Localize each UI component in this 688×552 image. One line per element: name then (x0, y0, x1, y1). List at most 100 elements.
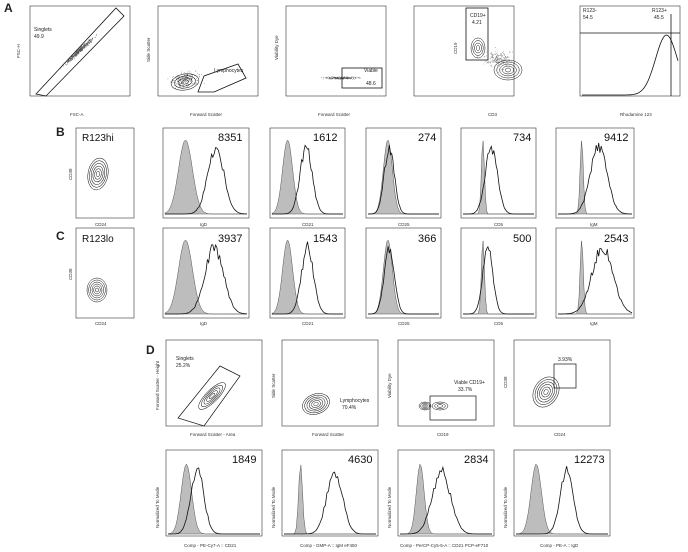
gate-label: Viable (364, 68, 378, 74)
d-hist-4-sample (516, 466, 608, 535)
d-singlets-contour (201, 385, 223, 407)
gate-value: 3.93% (558, 357, 573, 363)
d-cd38-contour (537, 381, 555, 403)
mfi-value: 8351 (218, 132, 242, 144)
d-hist-3: 2834 Comp - PerCP-Cy5-5-A :: CD21 PCP-eF… (387, 449, 495, 548)
mfi-value: 1543 (313, 233, 337, 245)
x-axis-label: Forward Scatter (318, 112, 351, 117)
y-axis-label: FSC-H (16, 44, 21, 58)
a-cd3-contour (504, 67, 512, 73)
c-hist-igd-control (164, 239, 247, 315)
c-contour-rings (88, 279, 106, 301)
c-hist-igm-control (558, 240, 632, 315)
d-viable-contour-a (418, 401, 432, 411)
d-lymph-contour (302, 393, 330, 415)
a-plot-viable: Viable 48.6 Forward Scatter Viability Dy… (274, 5, 387, 117)
plot-frame (555, 227, 635, 319)
a-cd19-contour (470, 37, 486, 59)
d-cd38-contour (534, 379, 558, 405)
c-contour-rings (95, 287, 99, 293)
mfi-value: 12273 (574, 454, 605, 466)
x-axis-label: IgM (590, 222, 598, 227)
gate-value: 25.2% (176, 363, 191, 369)
plot-frame (397, 339, 495, 427)
d-lymph-contour (304, 394, 328, 414)
plot-frame (162, 127, 250, 219)
b-hist-cd5-sample (463, 145, 534, 215)
mfi-value: 3937 (218, 233, 242, 245)
plot-frame (165, 339, 263, 427)
d-hist-4: 12273 Comp - PE-A :: IgD Normalized To M… (503, 449, 611, 548)
plot-frame (75, 127, 135, 219)
c-contour-rings (91, 283, 103, 297)
d-singlets-contour (203, 387, 221, 405)
plot-frame (555, 127, 635, 219)
c-hist-igd: 3937 IgD (162, 227, 250, 326)
c-hist-cd25: 366 CD25 (365, 227, 442, 326)
d-lymph-contour (308, 398, 324, 410)
d-viable-contour-b (434, 403, 446, 409)
cd38-gate (553, 363, 577, 389)
b-hist-igd-control (164, 139, 247, 215)
panel-a: Singlets 49.9 FSC-A FSC-H Lymphocytes Fo… (16, 5, 681, 117)
x-axis-label: Forward Scatter (312, 432, 345, 437)
b-contour-rings (96, 171, 100, 177)
d-hist-2-sample (284, 471, 376, 535)
mfi-value: 4630 (348, 454, 372, 466)
gate-value: 33.7% (458, 387, 473, 393)
x-axis-label: CD5 (494, 222, 503, 227)
panel-c: R123lo CD24 CD38 3937 IgD 1543 CD21 366 … (68, 227, 635, 326)
a-cd19-contour (474, 42, 482, 54)
mfi-value: 274 (418, 132, 436, 144)
b-contour-plot: R123hi CD24 CD38 (68, 127, 135, 227)
a-plot-rhodamine: R123- 54.5 R123+ 45.5 Rhodamine 123 (579, 5, 681, 117)
a-cd3-contour (493, 59, 523, 81)
a-cd3-contour (499, 63, 517, 77)
gate-label: Singlets (34, 27, 52, 33)
d-cd38-contour (543, 389, 549, 395)
cd19-gate (465, 7, 489, 61)
x-axis-label: CD21 (302, 222, 314, 227)
viable-gate (429, 395, 477, 421)
a-singlets-gate (35, 7, 125, 97)
a-rhodamine-histogram (582, 34, 679, 96)
a-cd19-contour (472, 40, 484, 56)
y-axis-label: Normalized To Mode (503, 486, 508, 528)
mfi-value: 2834 (464, 454, 488, 466)
d-hist-2: 4630 Comp - GMP-A :: IgM eF450 Normalize… (271, 449, 379, 548)
d-hist-3-control (400, 463, 492, 535)
c-hist-igm-sample (558, 247, 633, 315)
panel-b: R123hi CD24 CD38 8351 IgD 1612 CD21 274 … (68, 127, 635, 227)
x-axis-label: Rhodamine 123 (620, 112, 652, 117)
population-label: R123hi (82, 133, 114, 144)
b-hist-cd21-sample (272, 144, 343, 215)
mfi-value: 1612 (313, 132, 337, 144)
d-singlets-contour (198, 382, 226, 410)
c-hist-cd25-control (368, 239, 439, 315)
y-axis-label: Viability Dye (274, 35, 279, 60)
x-axis-label: CD24 (95, 321, 107, 326)
plot-frame (29, 5, 131, 97)
x-axis-label: CD19 (437, 432, 449, 437)
b-hist-igd-sample (165, 147, 248, 215)
c-hist-cd5-sample (463, 245, 534, 315)
d-viable-contour-a (423, 404, 427, 408)
x-axis-label: Comp - PE-Cy7-A :: CD21 (184, 543, 237, 548)
c-hist-cd5-control (463, 240, 534, 315)
b-contour-rings (90, 163, 106, 185)
b-contour-rings (87, 157, 109, 191)
d-viable-contour-a (421, 403, 429, 409)
a-lymph-contour (174, 75, 196, 89)
gate-label: Viable CD19+ (454, 380, 485, 386)
x-axis-label: CD25 (398, 222, 410, 227)
plot-frame (365, 227, 442, 319)
a-lymph-contour (170, 73, 200, 91)
x-axis-label: Forward Scatter (190, 112, 223, 117)
mfi-value: 500 (513, 233, 531, 245)
d-cd38-contour (539, 384, 553, 400)
x-axis-label: IgD (200, 222, 208, 227)
d-lymph-contour (313, 401, 319, 407)
gate-label: CD19+ (470, 13, 486, 19)
a-lymph-contour (177, 77, 193, 87)
c-hist-cd5: 500 CD5 (460, 227, 537, 326)
